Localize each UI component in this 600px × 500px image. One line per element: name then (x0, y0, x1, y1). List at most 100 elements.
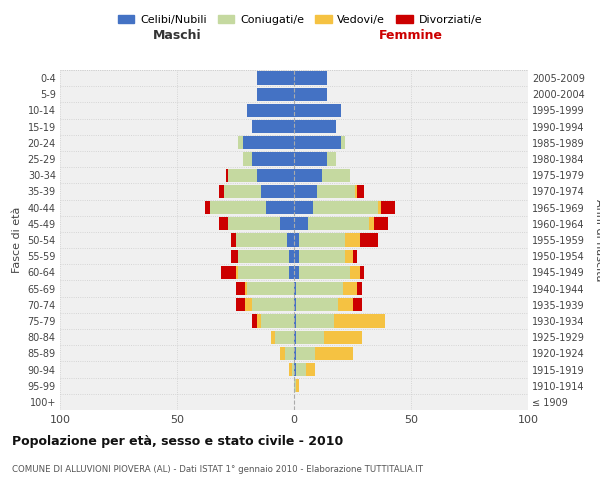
Bar (294, 152, 327, 166)
Bar (247, 282, 294, 295)
Bar (353, 250, 357, 263)
Bar (257, 314, 261, 328)
Bar (294, 266, 299, 279)
Bar (306, 363, 315, 376)
Bar (275, 330, 294, 344)
Bar (296, 298, 338, 312)
Bar (229, 217, 280, 230)
Bar (357, 282, 362, 295)
Bar (350, 266, 359, 279)
Text: Maschi: Maschi (152, 30, 202, 43)
Bar (261, 314, 294, 328)
Bar (287, 234, 294, 246)
Bar (317, 185, 355, 198)
Y-axis label: Fasce di età: Fasce di età (12, 207, 22, 273)
Bar (338, 298, 353, 312)
Bar (289, 363, 292, 376)
Bar (299, 234, 346, 246)
Bar (219, 217, 229, 230)
Bar (294, 282, 296, 295)
Bar (327, 152, 336, 166)
Text: Femmine: Femmine (379, 30, 443, 43)
Bar (355, 185, 357, 198)
Bar (238, 266, 289, 279)
Bar (289, 266, 294, 279)
Bar (238, 136, 242, 149)
Bar (294, 168, 322, 182)
Bar (284, 346, 294, 360)
Bar (357, 185, 364, 198)
Bar (294, 185, 317, 198)
Bar (226, 168, 229, 182)
Y-axis label: Anni di nascita: Anni di nascita (595, 198, 600, 281)
Bar (205, 201, 210, 214)
Bar (235, 298, 245, 312)
Bar (245, 282, 247, 295)
Bar (235, 266, 238, 279)
Bar (224, 185, 261, 198)
Bar (245, 298, 252, 312)
Bar (231, 250, 238, 263)
Bar (296, 282, 343, 295)
Bar (296, 346, 315, 360)
Bar (299, 266, 350, 279)
Bar (313, 201, 378, 214)
Bar (252, 120, 294, 134)
Bar (294, 88, 327, 101)
Text: COMUNE DI ALLUVIONI PIOVERA (AL) - Dati ISTAT 1° gennaio 2010 - Elaborazione TUT: COMUNE DI ALLUVIONI PIOVERA (AL) - Dati … (12, 465, 423, 474)
Bar (346, 234, 359, 246)
Bar (294, 314, 296, 328)
Bar (257, 168, 294, 182)
Bar (294, 363, 296, 376)
Bar (294, 136, 341, 149)
Text: Popolazione per età, sesso e stato civile - 2010: Popolazione per età, sesso e stato civil… (12, 435, 343, 448)
Bar (322, 168, 350, 182)
Bar (359, 234, 378, 246)
Bar (334, 314, 385, 328)
Bar (294, 201, 313, 214)
Bar (221, 266, 235, 279)
Bar (242, 136, 294, 149)
Bar (299, 250, 346, 263)
Bar (308, 217, 369, 230)
Bar (296, 330, 325, 344)
Bar (242, 152, 252, 166)
Bar (229, 168, 257, 182)
Bar (261, 185, 294, 198)
Bar (252, 152, 294, 166)
Bar (257, 88, 294, 101)
Bar (280, 346, 284, 360)
Bar (280, 217, 294, 230)
Bar (294, 379, 296, 392)
Bar (353, 298, 362, 312)
Bar (257, 72, 294, 85)
Bar (236, 234, 287, 246)
Bar (252, 314, 257, 328)
Bar (271, 330, 275, 344)
Bar (378, 201, 380, 214)
Bar (231, 234, 235, 246)
Bar (380, 201, 395, 214)
Bar (210, 201, 266, 214)
Bar (219, 185, 224, 198)
Legend: Celibi/Nubili, Coniugati/e, Vedovi/e, Divorziati/e: Celibi/Nubili, Coniugati/e, Vedovi/e, Di… (113, 10, 487, 29)
Bar (247, 104, 294, 117)
Bar (294, 72, 327, 85)
Bar (315, 346, 353, 360)
Bar (296, 363, 306, 376)
Bar (294, 298, 296, 312)
Bar (296, 314, 334, 328)
Bar (292, 363, 294, 376)
Bar (289, 250, 294, 263)
Bar (369, 217, 374, 230)
Bar (294, 250, 299, 263)
Bar (343, 282, 357, 295)
Bar (294, 330, 296, 344)
Bar (294, 104, 341, 117)
Bar (294, 120, 336, 134)
Bar (294, 234, 299, 246)
Bar (346, 250, 353, 263)
Bar (235, 282, 245, 295)
Bar (341, 136, 346, 149)
Bar (359, 266, 364, 279)
